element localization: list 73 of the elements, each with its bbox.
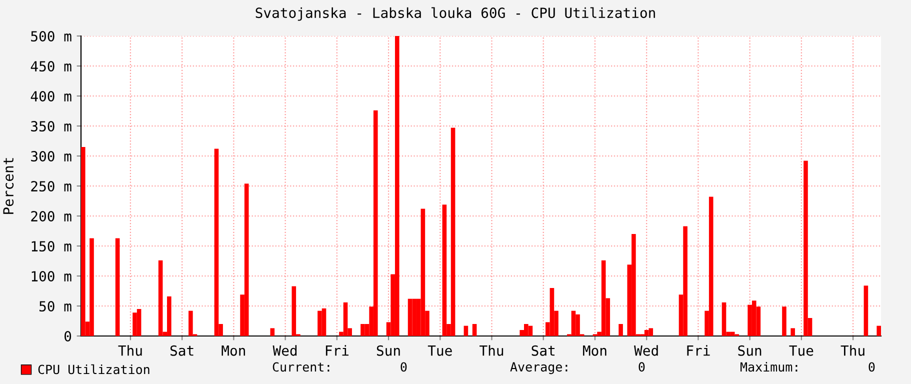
bar: [394, 36, 400, 336]
bar: [864, 286, 868, 336]
x-tick-label: Sat: [532, 345, 555, 356]
text: Maximum: 0: [740, 362, 875, 372]
bar: [292, 286, 296, 336]
bar: [81, 147, 86, 336]
bar: [90, 238, 94, 336]
bar: [790, 328, 795, 336]
y-tick-label: 400 m: [30, 91, 72, 102]
y-tick-label: 350 m: [31, 121, 72, 132]
text: Current: 0: [272, 362, 407, 372]
bar: [472, 324, 477, 336]
bar: [442, 204, 447, 336]
bar: [322, 308, 326, 336]
x-tick-label: Mon: [222, 346, 245, 356]
y-tick-label: 250 m: [31, 181, 72, 192]
bar: [360, 324, 365, 336]
chart-title: Svatojanska - Labska louka 60G - CPU Utilization: [256, 7, 655, 21]
bar: [576, 314, 580, 336]
y-tick-label: 0: [64, 331, 72, 342]
x-tick-label: Tue: [789, 346, 814, 356]
y-axis-title: Percent: [3, 158, 14, 214]
legend-label: CPU Utilization: [38, 364, 150, 374]
bar: [876, 326, 881, 336]
bar: [188, 310, 193, 336]
y-tick-label: 300 m: [31, 151, 72, 162]
bar: [618, 324, 623, 336]
bar: [528, 326, 533, 336]
bar: [373, 110, 378, 336]
bar: [244, 184, 249, 336]
bar: [683, 226, 688, 336]
bar: [708, 196, 714, 336]
x-tick-label: Thu: [840, 345, 864, 356]
bar: [450, 128, 456, 336]
bar: [420, 208, 426, 336]
bar: [115, 238, 120, 336]
x-tick-label: Fri: [326, 345, 348, 356]
x-tick-label: Mon: [583, 346, 606, 356]
bar: [601, 260, 606, 336]
x-tick-label: Wed: [272, 345, 297, 356]
bar: [270, 328, 275, 336]
y-tick-label: 500 m: [31, 31, 72, 42]
x-tick-label: Tue: [428, 346, 452, 356]
y-tick-label: 200 m: [31, 211, 72, 222]
bar: [752, 300, 756, 336]
bar: [158, 260, 163, 336]
text: Average: 0: [510, 362, 645, 374]
x-tick-label: Wed: [634, 345, 658, 356]
x-tick-label: Thu: [118, 345, 142, 356]
bar: [318, 310, 322, 336]
y-tick-label: 450 m: [30, 61, 72, 72]
y-tick-label: 150 m: [32, 241, 72, 252]
bar: [136, 309, 142, 336]
bar: [644, 330, 649, 336]
x-tick-label: Sun: [376, 345, 400, 356]
bar: [722, 302, 726, 336]
x-tick-label: Sun: [738, 345, 762, 356]
bar: [730, 332, 735, 336]
x-tick-label: Sat: [170, 345, 194, 356]
bar: [571, 310, 576, 336]
bar: [343, 302, 348, 336]
bar: [782, 306, 786, 336]
bar: [550, 288, 554, 336]
y-tick-label: 100 m: [32, 271, 72, 282]
bar: [408, 298, 412, 336]
y-tick-label: 50 m: [39, 301, 72, 312]
bar: [804, 160, 808, 336]
bar: [214, 148, 219, 336]
bar: [648, 328, 654, 336]
x-tick-label: Thu: [480, 345, 504, 356]
bar: [464, 326, 468, 336]
bar: [132, 312, 137, 336]
x-tick-label: Fri: [687, 345, 710, 356]
